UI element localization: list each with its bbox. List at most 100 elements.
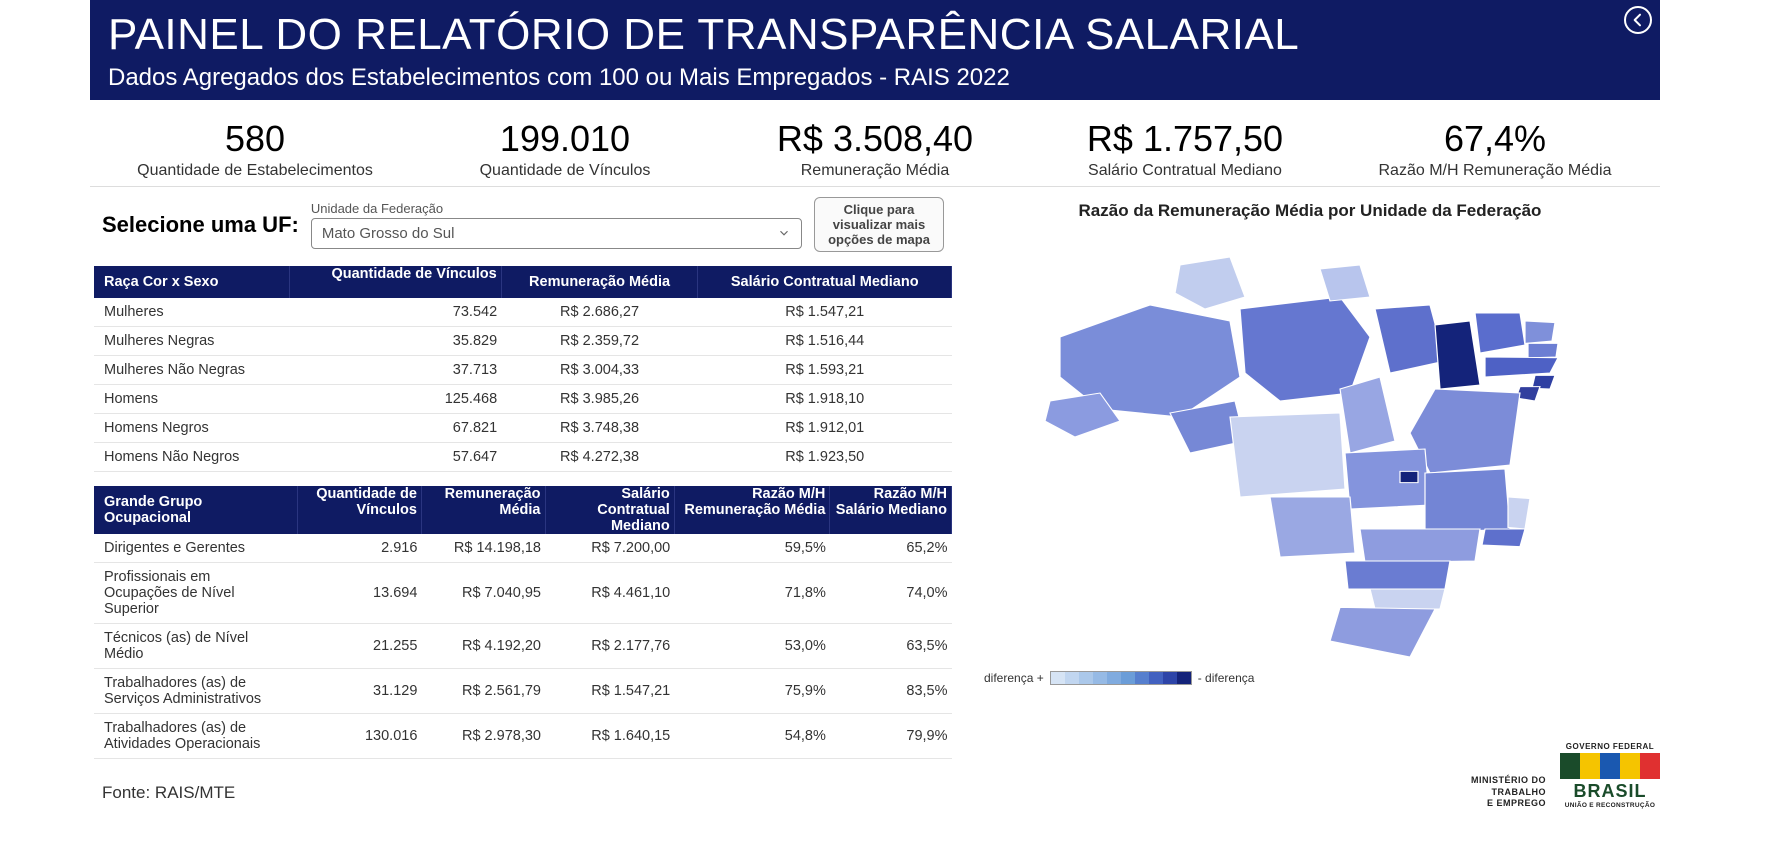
- table-row: Homens125.468R$ 3.985,26R$ 1.918,10: [94, 385, 952, 414]
- legend-ramp: [1050, 671, 1192, 685]
- map-state-mt[interactable]: [1230, 413, 1345, 497]
- kpi-value: R$ 1.757,50: [1030, 118, 1340, 160]
- table-row: Mulheres Negras35.829R$ 2.359,72R$ 1.516…: [94, 327, 952, 356]
- table-cell: R$ 2.978,30: [421, 714, 545, 759]
- table-cell: Homens Negros: [94, 414, 290, 443]
- map-state-ce[interactable]: [1475, 313, 1525, 353]
- table-cell: 79,9%: [830, 714, 952, 759]
- table-cell: 53,0%: [674, 624, 830, 669]
- table-cell: 73.542: [290, 298, 502, 327]
- table-cell: 57.647: [290, 443, 502, 472]
- map-state-rj[interactable]: [1482, 529, 1525, 547]
- table-cell: Trabalhadores (as) de Serviços Administr…: [94, 669, 297, 714]
- map-state-rs[interactable]: [1330, 607, 1435, 657]
- map-state-rr[interactable]: [1175, 257, 1245, 309]
- table-cell: 74,0%: [830, 563, 952, 624]
- table-cell: Técnicos (as) de Nível Médio: [94, 624, 297, 669]
- table-cell: 130.016: [297, 714, 421, 759]
- selector-prompt: Selecione uma UF:: [102, 212, 299, 238]
- table-cell: 21.255: [297, 624, 421, 669]
- table-header: Remuneração Média: [501, 266, 698, 298]
- dropdown-selected-value: Mato Grosso do Sul: [322, 225, 455, 242]
- table-cell: R$ 4.192,20: [421, 624, 545, 669]
- kpi-row: 580 Quantidade de Estabelecimentos199.01…: [90, 100, 1660, 187]
- kpi-card: R$ 1.757,50 Salário Contratual Mediano: [1030, 118, 1340, 180]
- map-title: Razão da Remuneração Média por Unidade d…: [964, 201, 1656, 221]
- table-cell: 35.829: [290, 327, 502, 356]
- kpi-label: Quantidade de Estabelecimentos: [100, 162, 410, 180]
- kpi-label: Salário Contratual Mediano: [1030, 162, 1340, 180]
- kpi-card: 580 Quantidade de Estabelecimentos: [100, 118, 410, 180]
- table-cell: Trabalhadores (as) de Atividades Operaci…: [94, 714, 297, 759]
- table-row: Trabalhadores (as) de Atividades Operaci…: [94, 714, 952, 759]
- map-state-pb[interactable]: [1528, 343, 1558, 357]
- map-state-ms[interactable]: [1270, 497, 1355, 557]
- table-cell: R$ 1.547,21: [545, 669, 674, 714]
- ministry-line3: E EMPREGO: [1471, 798, 1546, 809]
- table-cell: 75,9%: [674, 669, 830, 714]
- brazil-map[interactable]: [1030, 225, 1590, 665]
- table-header: Razão M/H Salário Mediano: [830, 486, 952, 534]
- map-state-pi[interactable]: [1435, 321, 1480, 389]
- table-cell: R$ 2.359,72: [501, 327, 698, 356]
- map-state-df[interactable]: [1400, 471, 1418, 482]
- map-state-mg[interactable]: [1425, 469, 1510, 533]
- table-header: Quantidade de Vínculos: [297, 486, 421, 534]
- map-state-ma[interactable]: [1375, 305, 1445, 373]
- table-cell: R$ 2.686,27: [501, 298, 698, 327]
- footer-logos: MINISTÉRIO DO TRABALHO E EMPREGO GOVERNO…: [1471, 742, 1660, 809]
- table-cell: R$ 2.177,76: [545, 624, 674, 669]
- map-state-pr[interactable]: [1345, 561, 1450, 589]
- table-cell: Homens: [94, 385, 290, 414]
- kpi-value: 67,4%: [1340, 118, 1650, 160]
- kpi-label: Remuneração Média: [720, 162, 1030, 180]
- legend-plus-label: diferença +: [984, 671, 1044, 685]
- table-cell: R$ 7.200,00: [545, 534, 674, 563]
- table-cell: R$ 1.918,10: [698, 385, 952, 414]
- brasil-logo: GOVERNO FEDERAL BRASIL UNIÃO E RECONSTRU…: [1560, 742, 1660, 809]
- kpi-card: 199.010 Quantidade de Vínculos: [410, 118, 720, 180]
- map-state-rn[interactable]: [1525, 321, 1555, 343]
- gov-logo-top: GOVERNO FEDERAL: [1560, 742, 1660, 751]
- ministry-line1: MINISTÉRIO DO: [1471, 775, 1546, 786]
- uf-dropdown[interactable]: Mato Grosso do Sul: [311, 218, 802, 249]
- table-row: Dirigentes e Gerentes2.916R$ 14.198,18R$…: [94, 534, 952, 563]
- table-row: Homens Não Negros57.647R$ 4.272,38R$ 1.9…: [94, 443, 952, 472]
- table-cell: 83,5%: [830, 669, 952, 714]
- table-row: Profissionais em Ocupações de Nível Supe…: [94, 563, 952, 624]
- table-cell: R$ 3.985,26: [501, 385, 698, 414]
- kpi-label: Razão M/H Remuneração Média: [1340, 162, 1650, 180]
- race-sex-table: Raça Cor x SexoQuantidade de VínculosRem…: [94, 266, 952, 472]
- table-cell: R$ 1.912,01: [698, 414, 952, 443]
- legend-minus-label: - diferença: [1198, 671, 1255, 685]
- map-state-sc[interactable]: [1370, 589, 1445, 609]
- table-cell: Homens Não Negros: [94, 443, 290, 472]
- map-state-pe[interactable]: [1485, 357, 1558, 377]
- source-text: Fonte: RAIS/MTE: [94, 783, 952, 803]
- table-cell: Dirigentes e Gerentes: [94, 534, 297, 563]
- gov-logo-sub: UNIÃO E RECONSTRUÇÃO: [1560, 802, 1660, 809]
- kpi-value: 199.010: [410, 118, 720, 160]
- map-state-to[interactable]: [1340, 377, 1395, 453]
- table-cell: R$ 3.004,33: [501, 356, 698, 385]
- table-cell: R$ 4.461,10: [545, 563, 674, 624]
- table-cell: 37.713: [290, 356, 502, 385]
- table-cell: 71,8%: [674, 563, 830, 624]
- map-state-ap[interactable]: [1320, 265, 1370, 301]
- table-cell: R$ 1.923,50: [698, 443, 952, 472]
- ministry-line2: TRABALHO: [1471, 787, 1546, 798]
- table-header: Quantidade de Vínculos: [290, 266, 502, 298]
- table-cell: Mulheres Negras: [94, 327, 290, 356]
- back-button[interactable]: [1624, 6, 1652, 34]
- table-cell: 54,8%: [674, 714, 830, 759]
- table-cell: R$ 2.561,79: [421, 669, 545, 714]
- map-state-sp[interactable]: [1360, 529, 1480, 563]
- dropdown-label: Unidade da Federação: [311, 201, 802, 216]
- map-state-es[interactable]: [1508, 497, 1530, 529]
- table-cell: 65,2%: [830, 534, 952, 563]
- table-header: Salário Contratual Mediano: [545, 486, 674, 534]
- map-options-button[interactable]: Clique para visualizar mais opções de ma…: [814, 197, 944, 252]
- arrow-left-icon: [1630, 12, 1646, 28]
- gov-logo-flag: [1560, 753, 1660, 779]
- header-banner: PAINEL DO RELATÓRIO DE TRANSPARÊNCIA SAL…: [90, 0, 1660, 100]
